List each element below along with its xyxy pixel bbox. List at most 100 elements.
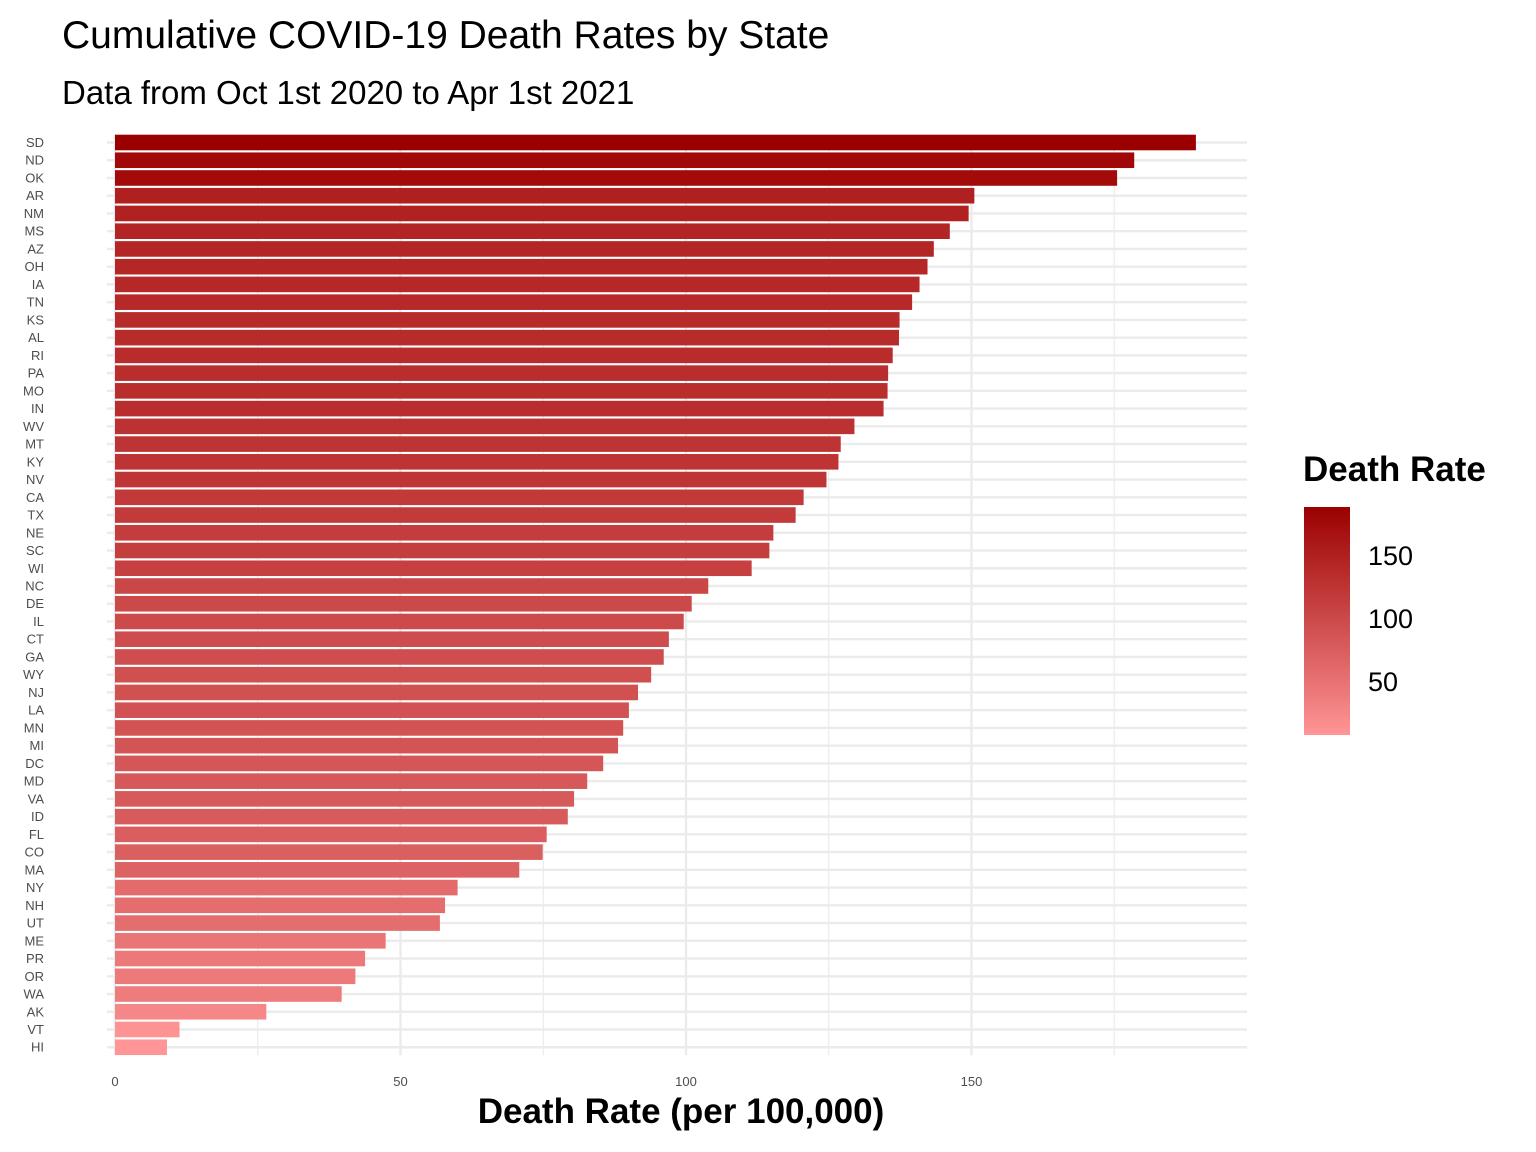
y-tick-label-OH: OH	[25, 259, 45, 274]
x-tick-label-0: 0	[111, 1074, 118, 1089]
bar-DC	[115, 755, 604, 772]
chart-title: Cumulative COVID-19 Death Rates by State	[62, 14, 830, 57]
bar-MT	[115, 436, 841, 452]
bar-MA	[115, 862, 520, 878]
bar-IN	[115, 400, 884, 417]
bar-ME	[115, 933, 386, 949]
bar-NY	[115, 879, 458, 896]
bar-OR	[115, 968, 356, 985]
y-tick-label-MN: MN	[24, 720, 44, 735]
y-tick-label-AR: AR	[26, 188, 44, 203]
bar-SC	[115, 542, 770, 559]
x-axis-label: Death Rate (per 100,000)	[477, 1092, 885, 1131]
y-tick-label-MI: MI	[30, 738, 44, 753]
legend-color-bar	[1304, 507, 1350, 735]
bar-SD	[115, 134, 1196, 151]
bar-TX	[115, 507, 796, 523]
bar-AR	[115, 187, 975, 204]
y-tick-label-IA: IA	[32, 277, 45, 292]
y-tick-label-AZ: AZ	[27, 241, 44, 256]
legend-label-100: 100	[1368, 603, 1414, 634]
y-tick-label-IL: IL	[33, 614, 44, 629]
x-tick-label-50: 50	[393, 1074, 407, 1089]
y-tick-label-MT: MT	[25, 437, 44, 452]
bar-CO	[115, 844, 543, 860]
x-tick-labels: 0 50 100 150	[111, 1074, 982, 1089]
y-tick-label-VA: VA	[28, 791, 45, 806]
y-tick-label-NC: NC	[25, 579, 44, 594]
bar-HI	[115, 1039, 167, 1056]
bar-AZ	[115, 241, 934, 257]
y-tick-label-AL: AL	[28, 330, 44, 345]
bar-MO	[115, 383, 888, 399]
y-tick-label-FL: FL	[29, 827, 44, 842]
y-tick-label-TX: TX	[27, 508, 44, 523]
bars	[115, 134, 1196, 1056]
y-tick-label-RI: RI	[31, 348, 44, 363]
bar-MS	[115, 223, 950, 239]
bar-PA	[115, 365, 889, 381]
bar-UT	[115, 915, 440, 931]
y-tick-label-NY: NY	[26, 880, 44, 895]
y-tick-label-PA: PA	[28, 366, 45, 381]
y-tick-label-NV: NV	[26, 472, 44, 487]
y-tick-label-WY: WY	[23, 667, 44, 682]
y-tick-label-MA: MA	[25, 862, 45, 877]
y-tick-label-KY: KY	[27, 454, 45, 469]
bar-CT	[115, 631, 669, 648]
bar-MI	[115, 737, 619, 754]
y-tick-label-DE: DE	[26, 596, 44, 611]
bar-FL	[115, 826, 547, 843]
bar-PR	[115, 950, 366, 967]
y-tick-label-WI: WI	[28, 561, 44, 576]
bar-RI	[115, 347, 893, 364]
bar-WI	[115, 560, 752, 577]
y-tick-label-OK: OK	[25, 170, 44, 185]
y-tick-label-TN: TN	[27, 295, 44, 310]
y-tick-labels: SD ND OK AR NM MS AZ OH IA TN KS AL RI PA MO IN WV MT KY NV…	[23, 135, 44, 1055]
legend-title: Death Rate	[1303, 450, 1486, 489]
y-tick-label-ID: ID	[31, 809, 44, 824]
bar-KS	[115, 312, 900, 328]
y-tick-label-SD: SD	[26, 135, 44, 150]
y-tick-label-AK: AK	[27, 1004, 45, 1019]
y-tick-label-UT: UT	[27, 916, 44, 931]
bar-ID	[115, 808, 568, 825]
bar-NE	[115, 524, 774, 541]
bar-OK	[115, 170, 1118, 186]
y-tick-label-PR: PR	[26, 951, 44, 966]
bar-MN	[115, 720, 624, 736]
bar-WY	[115, 666, 652, 683]
bar-DE	[115, 595, 692, 612]
y-tick-label-SC: SC	[26, 543, 44, 558]
bar-IL	[115, 613, 684, 630]
bar-NM	[115, 205, 969, 222]
bar-NV	[115, 471, 827, 488]
bar-NJ	[115, 684, 639, 701]
y-tick-label-NM: NM	[24, 206, 44, 221]
bar-IA	[115, 276, 920, 293]
y-tick-label-GA: GA	[25, 649, 44, 664]
legend-label-150: 150	[1368, 540, 1414, 571]
y-tick-label-MO: MO	[23, 383, 44, 398]
bar-NC	[115, 578, 709, 594]
bar-AL	[115, 329, 899, 346]
y-tick-label-LA: LA	[28, 703, 44, 718]
bar-OH	[115, 258, 928, 275]
y-tick-label-NH: NH	[25, 898, 44, 913]
y-tick-label-CA: CA	[26, 490, 44, 505]
bar-WV	[115, 418, 855, 435]
bar-WA	[115, 986, 342, 1002]
y-tick-label-MS: MS	[25, 224, 45, 239]
y-tick-label-IN: IN	[31, 401, 44, 416]
legend-label-50: 50	[1368, 667, 1399, 698]
bar-AK	[115, 1003, 267, 1020]
x-tick-label-150: 150	[961, 1074, 983, 1089]
y-tick-label-CO: CO	[25, 845, 45, 860]
bar-TN	[115, 294, 913, 310]
bar-CA	[115, 489, 804, 506]
y-tick-label-WA: WA	[24, 987, 45, 1002]
y-tick-label-VT: VT	[27, 1022, 44, 1037]
bar-VT	[115, 1021, 180, 1038]
